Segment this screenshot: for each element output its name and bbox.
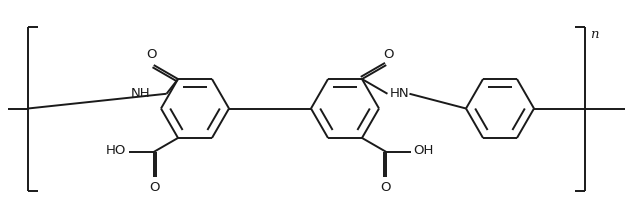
Text: O: O [147, 48, 157, 61]
Text: O: O [383, 48, 394, 61]
Text: OH: OH [413, 145, 434, 158]
Text: HO: HO [106, 145, 127, 158]
Text: O: O [380, 181, 390, 194]
Text: HN: HN [390, 87, 409, 100]
Text: NH: NH [131, 87, 150, 100]
Text: n: n [590, 28, 598, 41]
Text: O: O [150, 181, 160, 194]
